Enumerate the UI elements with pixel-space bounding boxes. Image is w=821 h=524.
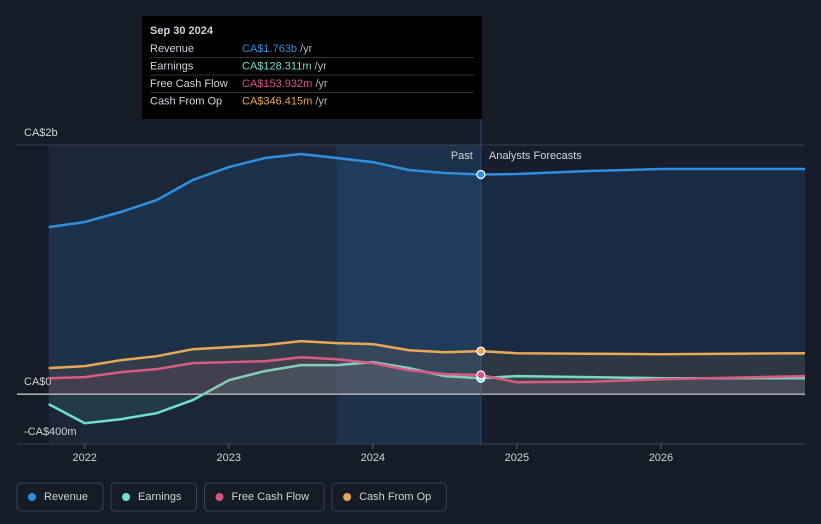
legend-box (331, 482, 447, 512)
tooltip-unit: /yr (315, 78, 328, 90)
tooltip-label: Cash From Op (150, 95, 222, 107)
point-marker (476, 370, 486, 380)
tooltip-value: CA$346.415m/yr (242, 95, 328, 107)
point-marker (476, 346, 486, 356)
y-tick-label: CA$2b (24, 127, 58, 139)
legend-swatch (215, 493, 224, 501)
point-marker (476, 169, 486, 180)
legend-swatch (28, 493, 36, 501)
legend-item[interactable]: Free Cash Flow (203, 482, 325, 512)
tooltip-label: Earnings (150, 60, 194, 72)
tooltip-value: CA$1.763b/yr (242, 43, 313, 55)
past-label: Past (451, 150, 473, 162)
legend-swatch (122, 493, 131, 501)
series-line (48, 355, 806, 384)
tooltip-label: Revenue (150, 43, 194, 55)
legend-label: Cash From Op (359, 491, 431, 503)
legend-item[interactable]: Earnings (110, 482, 197, 512)
tooltip-unit: /yr (315, 60, 328, 72)
x-tick-label: 2024 (361, 452, 385, 464)
x-tick-label: 2025 (505, 452, 529, 464)
x-tick-label: 2026 (649, 452, 673, 464)
tooltip-value: CA$153.932m/yr (242, 78, 328, 90)
series-line (48, 339, 806, 370)
series-line (48, 152, 805, 229)
legend-item[interactable]: Cash From Op (331, 482, 447, 512)
tooltip-box (142, 16, 482, 119)
x-tick-label: 2022 (72, 452, 96, 464)
tooltip-value-number: CA$128.311m (242, 60, 312, 72)
series-area (48, 154, 805, 395)
legend-item[interactable]: Revenue (16, 482, 104, 512)
tooltip-unit: /yr (315, 95, 328, 107)
tooltip: Sep 30 2024 Revenue CA$1.763b/yr Earnings CA… (142, 16, 482, 119)
y-tick-label: -CA$400m (24, 426, 77, 438)
forecast-label: Analysts Forecasts (489, 150, 582, 162)
legend-box (110, 482, 197, 512)
y-tick-label: CA$0 (24, 376, 52, 388)
series-area (48, 357, 805, 395)
legend-box (203, 482, 325, 512)
tooltip-date: Sep 30 2024 (150, 25, 214, 37)
legend-label: Free Cash Flow (231, 491, 309, 503)
legend-label: Earnings (138, 491, 182, 503)
series-area (48, 362, 805, 424)
tooltip-unit: /yr (300, 43, 313, 55)
tooltip-value: CA$128.311m/yr (242, 60, 327, 72)
legend-box (16, 482, 104, 512)
series-line (48, 360, 805, 425)
tooltip-value-number: CA$346.415m (242, 95, 312, 107)
x-tick-label: 2023 (217, 452, 241, 464)
tooltip-label: Free Cash Flow (150, 78, 228, 90)
tooltip-value-number: CA$1.763b (242, 43, 297, 55)
tooltip-value-number: CA$153.932m (242, 78, 312, 90)
legend-swatch (343, 493, 352, 501)
legend-label: Revenue (44, 491, 88, 503)
